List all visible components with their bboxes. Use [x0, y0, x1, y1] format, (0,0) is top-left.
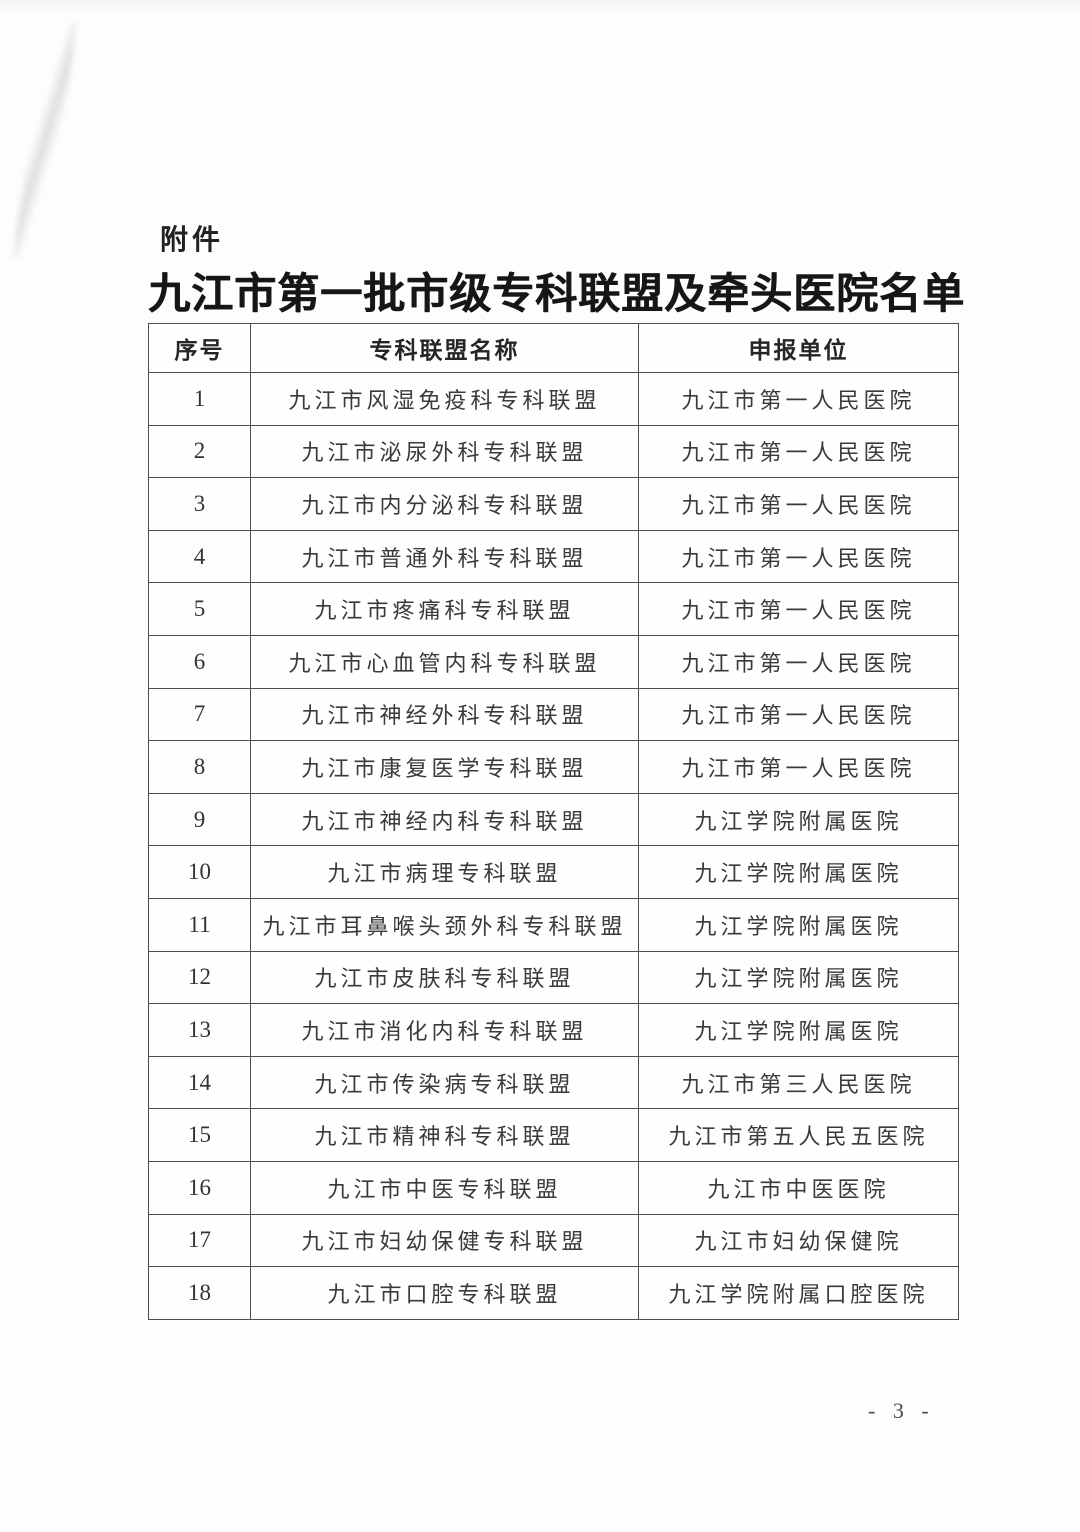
cell-alliance: 九江市康复医学专科联盟: [250, 740, 639, 794]
cell-alliance: 九江市消化内科专科联盟: [250, 1003, 639, 1057]
cell-no: 16: [148, 1160, 251, 1215]
table-row: 5 九江市疼痛科专科联盟 九江市第一人民医院: [148, 582, 959, 636]
cell-unit: 九江市第五人民五医院: [638, 1108, 959, 1162]
cell-unit: 九江市第一人民医院: [638, 372, 959, 426]
table-row: 8 九江市康复医学专科联盟 九江市第一人民医院: [148, 740, 959, 794]
cell-alliance: 九江市泌尿外科专科联盟: [250, 424, 639, 479]
cell-unit: 九江市中医医院: [638, 1160, 959, 1215]
cell-alliance: 九江市传染病专科联盟: [250, 1055, 639, 1110]
cell-no: 17: [148, 1213, 251, 1268]
table-row: 1 九江市风湿免疫科专科联盟 九江市第一人民医院: [148, 372, 959, 426]
cell-no: 15: [148, 1108, 251, 1162]
cell-no: 10: [148, 845, 251, 899]
cell-alliance: 九江市心血管内科专科联盟: [250, 634, 639, 689]
scan-crease-artifact: [13, 18, 77, 262]
cell-alliance: 九江市神经内科专科联盟: [250, 792, 639, 847]
table-row: 12 九江市皮肤科专科联盟 九江学院附属医院: [148, 950, 959, 1005]
cell-alliance: 九江市耳鼻喉头颈外科专科联盟: [250, 897, 639, 952]
cell-no: 18: [148, 1266, 251, 1320]
cell-unit: 九江市妇幼保健院: [638, 1213, 959, 1268]
table-row: 3 九江市内分泌科专科联盟 九江市第一人民医院: [148, 477, 959, 531]
cell-unit: 九江市第一人民医院: [638, 529, 959, 584]
table-header-row: 序号 专科联盟名称 申报单位: [148, 323, 959, 373]
cell-no: 13: [148, 1003, 251, 1057]
cell-alliance: 九江市妇幼保健专科联盟: [250, 1213, 639, 1268]
cell-no: 12: [148, 950, 251, 1005]
cell-unit: 九江市第一人民医院: [638, 634, 959, 689]
cell-alliance: 九江市病理专科联盟: [250, 845, 639, 899]
header-cell-no: 序号: [148, 323, 251, 373]
cell-no: 3: [148, 477, 251, 531]
cell-no: 14: [148, 1055, 251, 1110]
cell-unit: 九江学院附属医院: [638, 1003, 959, 1057]
attachment-label: 附件: [160, 224, 225, 255]
header-cell-unit: 申报单位: [638, 323, 959, 373]
cell-unit: 九江学院附属医院: [638, 845, 959, 899]
cell-unit: 九江学院附属医院: [638, 950, 959, 1005]
cell-unit: 九江学院附属医院: [638, 897, 959, 952]
table-row: 13 九江市消化内科专科联盟 九江学院附属医院: [148, 1003, 959, 1057]
table-row: 17 九江市妇幼保健专科联盟 九江市妇幼保健院: [148, 1213, 959, 1268]
cell-no: 6: [148, 634, 251, 689]
alliance-table: 序号 专科联盟名称 申报单位 1 九江市风湿免疫科专科联盟 九江市第一人民医院 2 九江…: [148, 323, 959, 1320]
cell-no: 8: [148, 740, 251, 794]
cell-no: 4: [148, 529, 251, 584]
table-row: 4 九江市普通外科专科联盟 九江市第一人民医院: [148, 529, 959, 584]
cell-no: 7: [148, 687, 251, 742]
table-row: 10 九江市病理专科联盟 九江学院附属医院: [148, 845, 959, 899]
cell-alliance: 九江市疼痛科专科联盟: [250, 582, 639, 636]
cell-no: 5: [148, 582, 251, 636]
table-row: 6 九江市心血管内科专科联盟 九江市第一人民医院: [148, 634, 959, 689]
cell-no: 9: [148, 792, 251, 847]
table-row: 15 九江市精神科专科联盟 九江市第五人民五医院: [148, 1108, 959, 1162]
cell-alliance: 九江市风湿免疫科专科联盟: [250, 372, 639, 426]
table-row: 16 九江市中医专科联盟 九江市中医医院: [148, 1160, 959, 1215]
cell-alliance: 九江市内分泌科专科联盟: [250, 477, 639, 531]
table-row: 9 九江市神经内科专科联盟 九江学院附属医院: [148, 792, 959, 847]
document-title: 九江市第一批市级专科联盟及牵头医院名单: [148, 272, 966, 318]
cell-unit: 九江学院附属口腔医院: [638, 1266, 959, 1320]
table-row: 11 九江市耳鼻喉头颈外科专科联盟 九江学院附属医院: [148, 897, 959, 952]
cell-unit: 九江市第一人民医院: [638, 424, 959, 479]
cell-alliance: 九江市口腔专科联盟: [250, 1266, 639, 1320]
cell-alliance: 九江市普通外科专科联盟: [250, 529, 639, 584]
header-cell-alliance: 专科联盟名称: [250, 323, 639, 373]
cell-unit: 九江学院附属医院: [638, 792, 959, 847]
table-row: 2 九江市泌尿外科专科联盟 九江市第一人民医院: [148, 424, 959, 479]
cell-unit: 九江市第一人民医院: [638, 740, 959, 794]
table-row: 7 九江市神经外科专科联盟 九江市第一人民医院: [148, 687, 959, 742]
alliance-table-body: 1 九江市风湿免疫科专科联盟 九江市第一人民医院 2 九江市泌尿外科专科联盟 九江市第一人…: [148, 372, 959, 1320]
cell-no: 11: [148, 897, 251, 952]
cell-no: 1: [148, 372, 251, 426]
cell-unit: 九江市第一人民医院: [638, 582, 959, 636]
table-row: 14 九江市传染病专科联盟 九江市第三人民医院: [148, 1055, 959, 1110]
cell-alliance: 九江市中医专科联盟: [250, 1160, 639, 1215]
cell-unit: 九江市第一人民医院: [638, 477, 959, 531]
cell-unit: 九江市第三人民医院: [638, 1055, 959, 1110]
cell-no: 2: [148, 424, 251, 479]
cell-alliance: 九江市神经外科专科联盟: [250, 687, 639, 742]
page-number: - 3 -: [868, 1398, 935, 1423]
cell-alliance: 九江市皮肤科专科联盟: [250, 950, 639, 1005]
cell-unit: 九江市第一人民医院: [638, 687, 959, 742]
cell-alliance: 九江市精神科专科联盟: [250, 1108, 639, 1162]
table-row: 18 九江市口腔专科联盟 九江学院附属口腔医院: [148, 1266, 959, 1320]
